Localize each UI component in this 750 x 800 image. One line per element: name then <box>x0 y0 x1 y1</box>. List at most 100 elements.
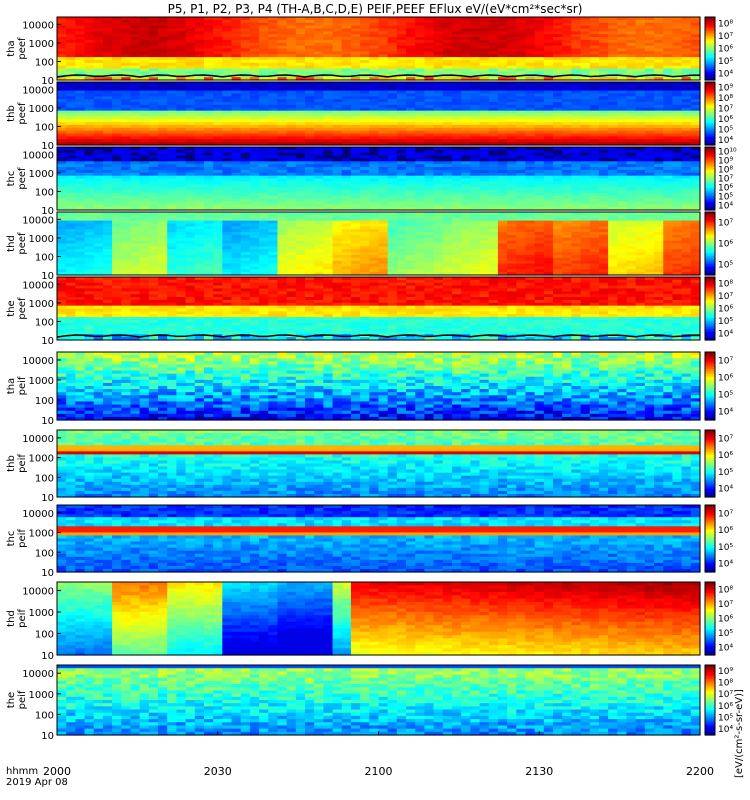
colorbar-segment <box>705 169 715 172</box>
colorbar-segment <box>705 277 715 280</box>
colorbar-segment <box>705 291 715 294</box>
colorbar-segment <box>705 396 715 399</box>
colorbar-tick-label: 10⁶ <box>718 45 733 55</box>
colorbar-segment <box>705 111 715 115</box>
colorbar-segment <box>705 65 715 68</box>
colorbar-segment <box>705 600 715 603</box>
colorbar-segment <box>705 729 715 733</box>
colorbar-segment <box>705 458 715 461</box>
colorbar-segment <box>705 91 715 94</box>
colorbar-segment <box>705 355 715 358</box>
y-tick-label: 1000 <box>29 39 54 50</box>
colorbar-segment <box>705 587 715 590</box>
colorbar-segment <box>705 546 715 550</box>
colorbar-segment <box>705 408 715 411</box>
colorbar-segment <box>705 714 715 717</box>
colorbar-segment <box>705 391 715 394</box>
colorbar-tick-label: 10⁶ <box>718 305 733 315</box>
colorbar-segment <box>705 446 715 450</box>
colorbar-segment <box>705 473 715 476</box>
colorbar-segment <box>705 445 715 448</box>
colorbar-segment <box>705 558 715 561</box>
colorbar-segment <box>705 94 715 97</box>
colorbar-segment <box>705 468 715 471</box>
y-tick-label: 10000 <box>22 150 54 161</box>
colorbar-tick-label: 10⁶ <box>718 240 733 250</box>
colorbar-segment <box>705 289 715 292</box>
colorbar-segment <box>705 367 715 370</box>
colorbar-segment <box>705 295 715 299</box>
colorbar-segment <box>705 317 715 321</box>
colorbar-segment <box>705 491 715 495</box>
colorbar-segment <box>705 130 715 133</box>
colorbar-segment <box>705 288 715 291</box>
colorbar-tick-label: 10⁵ <box>718 391 733 401</box>
colorbar-segment <box>705 335 715 338</box>
colorbar-segment <box>705 227 715 230</box>
y-tick-label: 10 <box>41 141 54 152</box>
panel-label: peef <box>17 37 28 60</box>
y-tick-label: 1000 <box>29 169 54 180</box>
colorbar-segment <box>705 566 715 570</box>
colorbar-segment <box>705 622 715 625</box>
panel-label: thd <box>6 235 17 252</box>
colorbar-segment <box>705 175 715 178</box>
colorbar-segment <box>705 609 715 612</box>
y-tick-label: 1000 <box>29 454 54 465</box>
colorbar-segment <box>705 536 715 540</box>
colorbar-segment <box>705 651 715 654</box>
colorbar-segment <box>705 205 715 208</box>
colorbar-segment <box>705 545 715 548</box>
colorbar-segment <box>705 666 715 670</box>
colorbar-segment <box>705 35 715 39</box>
colorbar-tick-label: 10⁹ <box>718 667 733 677</box>
colorbar-tick-label: 10⁷ <box>718 600 733 610</box>
colorbar-tick-label: 10⁶ <box>718 526 733 536</box>
panel-label: peef <box>17 297 28 320</box>
colorbar-segment <box>705 550 715 553</box>
colorbar-tick-label: 10⁴ <box>718 725 733 735</box>
colorbar-segment <box>705 505 715 508</box>
colorbar-tick-label: 10⁴ <box>718 560 733 570</box>
x-tick-label: 2100 <box>365 765 393 778</box>
colorbar-segment <box>705 39 715 42</box>
colorbar-segment <box>705 148 715 151</box>
spectrogram-panel: thb peif 10 100 1000 10000 10⁴ 10⁵ 10⁶ 10⁷ <box>6 429 733 504</box>
colorbar-segment <box>705 181 715 184</box>
x-tick-label: 2030 <box>204 765 232 778</box>
colorbar-segment <box>705 583 715 587</box>
colorbar-segment <box>705 241 715 245</box>
colorbar-segment <box>705 696 715 699</box>
colorbar-segment <box>705 172 715 175</box>
colorbar-segment <box>705 248 715 251</box>
colorbar-segment <box>705 644 715 647</box>
colorbar-segment <box>705 132 715 135</box>
colorbar-segment <box>705 56 715 59</box>
colorbar-segment <box>705 691 715 694</box>
colorbar-segment <box>705 306 715 310</box>
y-tick-label: 100 <box>35 122 54 133</box>
colorbar-segment <box>705 633 715 636</box>
colorbar-segment <box>705 113 715 116</box>
colorbar-segment <box>705 280 715 283</box>
colorbar-segment <box>705 431 715 434</box>
colorbar-segment <box>705 281 715 284</box>
colorbar-segment <box>705 161 715 164</box>
colorbar-segment <box>705 607 715 610</box>
colorbar-segment <box>705 397 715 401</box>
colorbar-segment <box>705 215 715 218</box>
y-tick-label: 100 <box>35 710 54 721</box>
colorbar-segment <box>705 700 715 703</box>
colorbar-segment <box>705 311 715 314</box>
colorbar-segment <box>705 184 715 187</box>
colorbar-segment <box>705 668 715 671</box>
colorbar-segment <box>705 436 715 439</box>
colorbar-label: [eV/(cm²-s-sr-eV)] <box>734 689 745 778</box>
colorbar-segment <box>705 286 715 289</box>
colorbar-segment <box>705 299 715 302</box>
colorbar-segment <box>705 243 715 246</box>
colorbar-segment <box>705 310 715 313</box>
colorbar-segment <box>705 414 715 418</box>
colorbar-segment <box>705 213 715 216</box>
y-tick-label: 10000 <box>22 280 54 291</box>
